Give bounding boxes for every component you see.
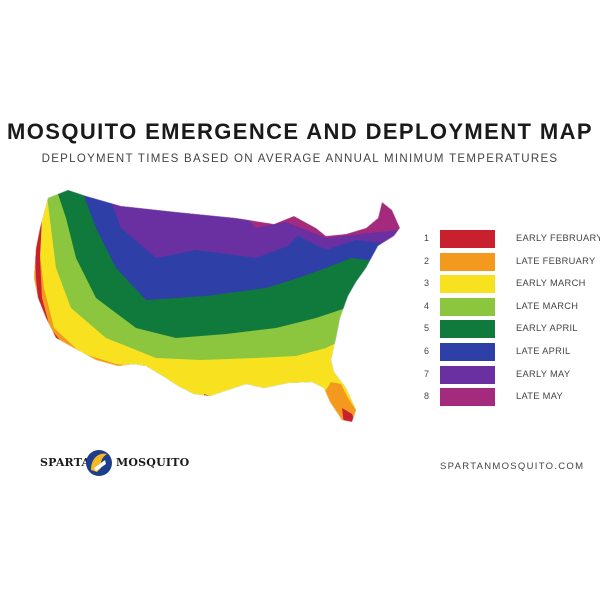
legend-item: 5 EARLY APRIL: [424, 320, 584, 343]
legend-item: 8 LATE MAY: [424, 388, 584, 411]
legend-swatch: [440, 365, 495, 384]
legend-label: EARLY MAY: [516, 368, 571, 379]
us-zone-map: [26, 188, 416, 433]
legend-number: 4: [424, 300, 430, 311]
map-title: MOSQUITO EMERGENCE AND DEPLOYMENT MAP: [7, 119, 593, 144]
website-url[interactable]: SPARTANMOSQUITO.COM: [440, 461, 585, 472]
legend-label: LATE APRIL: [516, 345, 571, 356]
legend-item: 2 LATE FEBRUARY: [424, 252, 595, 276]
legend-label: LATE MAY: [516, 391, 563, 402]
legend-item: 7 EARLY MAY: [424, 365, 584, 389]
legend-label: EARLY MARCH: [516, 278, 586, 289]
legend-number: 6: [424, 345, 430, 356]
legend-item: 1 EARLY FEBRUARY: [424, 230, 600, 253]
legend-item: 4 LATE MARCH: [424, 297, 584, 321]
spartan-mosquito-logo: SPARTAN MOSQUITO: [40, 448, 189, 478]
legend-item: 3 EARLY MARCH: [424, 275, 586, 298]
legend-number: 7: [424, 368, 430, 379]
legend-number: 2: [424, 255, 430, 266]
legend-swatch: [440, 230, 495, 248]
legend-swatch: [440, 320, 495, 339]
legend-number: 1: [424, 233, 430, 243]
legend-item: 6 LATE APRIL: [424, 342, 584, 366]
legend-swatch: [440, 252, 495, 271]
legend-number: 3: [424, 278, 430, 289]
legend-label: EARLY APRIL: [516, 323, 578, 334]
legend-swatch: [440, 275, 495, 294]
legend-number: 5: [424, 323, 430, 334]
legend-number: 8: [424, 391, 430, 402]
logo-text-spartan: SPARTAN: [40, 456, 101, 469]
logo-text-mosquito: MOSQUITO: [116, 456, 190, 469]
legend-swatch: [440, 342, 495, 361]
legend-label: LATE MARCH: [516, 300, 579, 311]
spartan-helmet-icon: [86, 450, 112, 476]
legend-label: EARLY FEBRUARY: [516, 233, 600, 243]
legend-swatch: [440, 297, 495, 316]
legend: 1 EARLY FEBRUARY 2 LATE FEBRUARY 3 EARLY…: [424, 230, 600, 411]
legend-swatch: [440, 388, 495, 407]
zone-early-february-florida: [342, 408, 356, 422]
legend-label: LATE FEBRUARY: [516, 255, 596, 266]
map-subtitle: DEPLOYMENT TIMES BASED ON AVERAGE ANNUAL…: [41, 153, 559, 165]
